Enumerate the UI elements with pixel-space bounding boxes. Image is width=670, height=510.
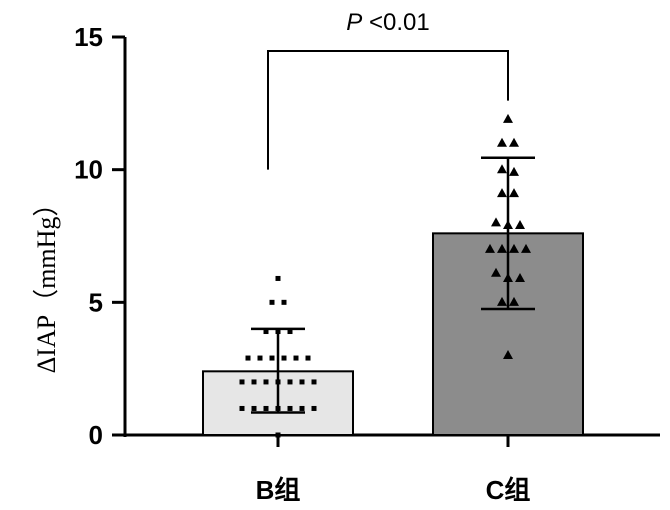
data-point-square (293, 355, 299, 361)
data-point-triangle (521, 243, 531, 253)
data-point-square (239, 379, 245, 385)
significance-bracket-line (267, 50, 509, 170)
data-point-square (251, 379, 257, 385)
data-point-square (263, 329, 269, 335)
data-point-triangle (497, 243, 507, 253)
data-point-triangle (509, 188, 519, 198)
y-tick-label: 10 (74, 155, 103, 185)
data-point-square (239, 405, 245, 411)
x-tick-label: C组 (486, 475, 531, 505)
data-point-square (257, 355, 263, 361)
data-point-square (299, 405, 305, 411)
data-point-triangle (509, 243, 519, 253)
data-point-square (245, 355, 251, 361)
data-point-square (263, 379, 269, 385)
data-point-triangle (515, 219, 525, 229)
data-point-square (269, 355, 275, 361)
data-point-square (311, 379, 317, 385)
data-point-square (269, 299, 275, 305)
data-point-square (287, 379, 293, 385)
data-point-square (281, 299, 287, 305)
data-point-triangle (497, 137, 507, 147)
data-point-triangle (491, 217, 501, 227)
data-point-triangle (491, 267, 501, 277)
y-tick-label: 15 (74, 22, 103, 52)
data-point-square (287, 329, 293, 335)
y-tick-label: 5 (89, 287, 103, 317)
y-axis: 0 5 10 15 (74, 22, 127, 450)
y-tick-label: 0 (89, 420, 103, 450)
data-point-triangle (497, 188, 507, 198)
data-point-square (305, 355, 311, 361)
p-value-text: <0.01 (362, 9, 429, 36)
data-point-square (311, 405, 317, 411)
p-value-label: P <0.01 (346, 9, 429, 36)
x-tick-label: B组 (256, 475, 301, 505)
data-point-triangle (515, 273, 525, 283)
data-point-square (281, 355, 287, 361)
bars (202, 232, 584, 437)
data-point-triangle (509, 296, 519, 306)
y-axis-label: ΔIAP（mmHg） (32, 191, 61, 374)
data-point-square (299, 379, 305, 385)
data-point-square (287, 405, 293, 411)
data-point-square (263, 405, 269, 411)
data-point-square (251, 405, 257, 411)
data-point-square (275, 432, 281, 438)
data-point-triangle (509, 137, 519, 147)
error-bars (251, 156, 535, 414)
data-point-triangle (503, 113, 513, 123)
significance-bracket (267, 50, 509, 170)
data-point-triangle (497, 164, 507, 174)
data-point-triangle (497, 296, 507, 306)
data-point-triangle (503, 350, 513, 359)
data-point-square (275, 275, 281, 281)
data-point-triangle (485, 243, 495, 253)
x-axis: B组 C组 (123, 433, 660, 505)
p-symbol: P (346, 9, 362, 36)
data-point-triangle (509, 166, 519, 176)
